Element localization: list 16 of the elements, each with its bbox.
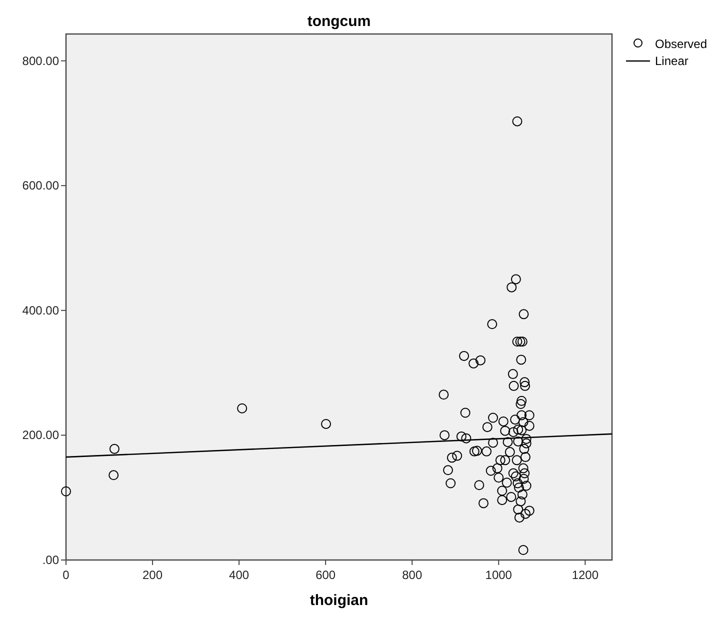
x-tick-label: 400	[229, 568, 250, 582]
x-axis-title: thoigian	[310, 592, 368, 609]
legend-label: Observed	[655, 37, 708, 51]
y-tick-label: 400.00	[22, 303, 60, 318]
y-tick-label: 200.00	[22, 428, 60, 442]
x-tick-label: 1000	[485, 568, 512, 582]
legend-label: Linear	[655, 54, 688, 68]
x-tick-label: 200	[142, 568, 163, 582]
x-tick-label: 1200	[572, 568, 599, 582]
x-tick-label: 800	[402, 568, 422, 582]
y-tick-label: 800.00	[22, 54, 60, 68]
y-tick-label: .00	[42, 553, 60, 567]
x-tick-label: 600	[316, 568, 336, 582]
x-tick-label: 0	[62, 568, 70, 582]
y-tick-label: 600.00	[22, 178, 60, 193]
chart-title: tongcum	[307, 13, 371, 30]
